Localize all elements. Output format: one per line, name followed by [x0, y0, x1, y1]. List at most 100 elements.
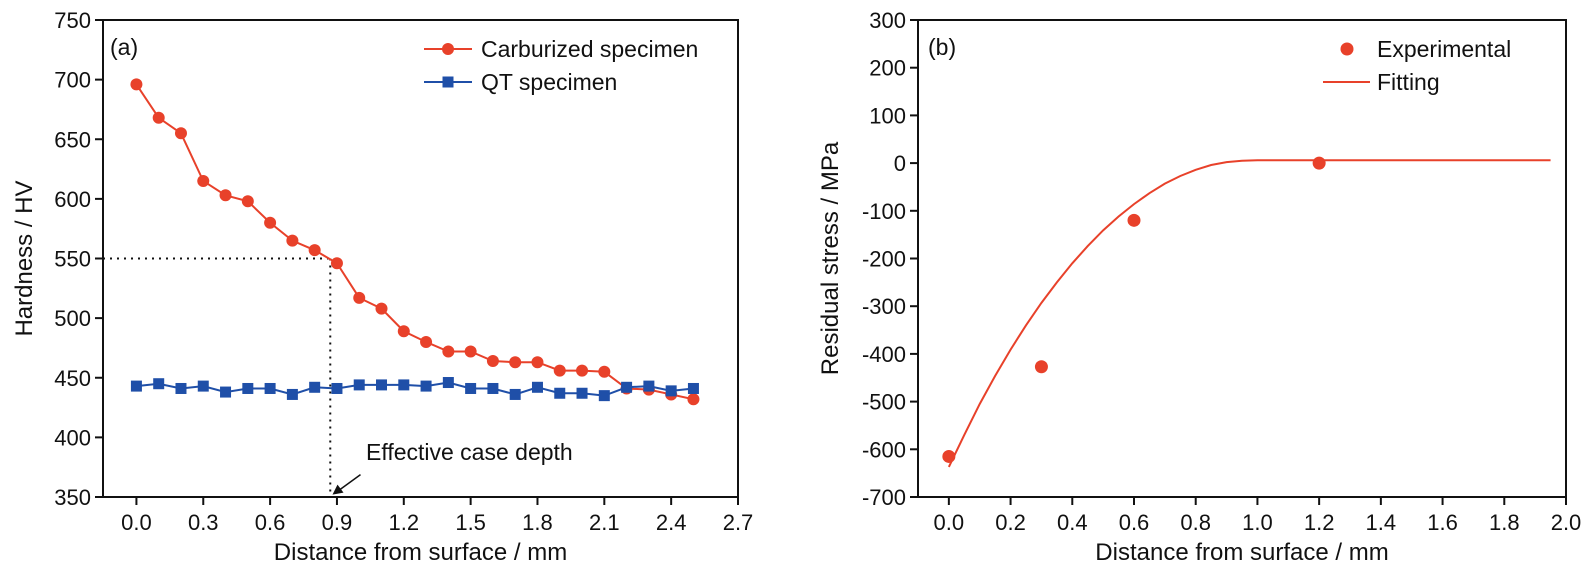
- annotation-arrow-shaft: [338, 474, 361, 492]
- data-point-qt: [264, 382, 276, 394]
- panel-a-y-tick-label: 500: [54, 306, 91, 331]
- data-point-carburized: [531, 356, 544, 369]
- data-point-qt: [220, 386, 232, 398]
- annotation-label: Effective case depth: [366, 439, 573, 465]
- fitting-curve: [947, 159, 1551, 468]
- annotation-arrow-head: [332, 484, 344, 495]
- legend-marker-experimental: [1340, 42, 1354, 56]
- panel-b-series: [942, 156, 1551, 468]
- data-point-carburized: [598, 365, 611, 378]
- panel-b-y-tick-label: -600: [862, 437, 906, 462]
- data-point-carburized: [286, 234, 299, 247]
- panel-b-y-tick-label: -400: [862, 342, 906, 367]
- panel-a-legend: Carburized specimen QT specimen: [424, 36, 698, 95]
- panel-a-x-tick-label: 1.8: [522, 510, 553, 535]
- legend-label-experimental: Experimental: [1377, 36, 1511, 62]
- data-point-carburized: [397, 325, 410, 338]
- panel-b-y-tick-label: -200: [862, 247, 906, 272]
- panel-a-plot-frame: [102, 19, 739, 498]
- data-point-carburized: [576, 364, 589, 377]
- panel-b-x-tick-label: 0.2: [995, 510, 1026, 535]
- legend-label-fitting: Fitting: [1377, 69, 1440, 95]
- data-point-carburized: [197, 174, 210, 187]
- data-point-qt: [531, 381, 543, 393]
- panel-b-axes: 0.0 0.2 0.4 0.6 0.8 1.0 1.2 1.4 1.6 1.8 2.0 -700 -60…: [862, 8, 1581, 535]
- panel-a-x-tick-label: 0.6: [255, 510, 286, 535]
- legend-marker-qt: [442, 76, 454, 88]
- data-point-carburized: [241, 195, 254, 208]
- panel-b-y-tick-label: -700: [862, 485, 906, 510]
- panel-a-x-tick-label: 0.0: [121, 510, 152, 535]
- data-point-carburized: [687, 393, 700, 406]
- panel-a-label: (a): [110, 34, 138, 60]
- data-point-qt: [576, 387, 588, 399]
- panel-b-y-tick-label: 0: [894, 151, 906, 176]
- data-point-qt: [621, 381, 633, 393]
- panel-b-x-tick-label: 0.6: [1119, 510, 1150, 535]
- panel-b-y-tick-label: -300: [862, 294, 906, 319]
- data-point-qt: [175, 382, 187, 394]
- case-depth-guide-lines: [103, 257, 332, 497]
- data-point-carburized: [420, 335, 433, 348]
- panel-b-y-axis-title: Residual stress / MPa: [817, 141, 844, 375]
- legend-marker-carburized: [442, 43, 454, 55]
- legend-label-carburized: Carburized specimen: [481, 36, 698, 62]
- data-point-experimental: [1034, 360, 1048, 374]
- data-point-qt: [420, 380, 432, 392]
- panel-b-x-tick-label: 0.8: [1180, 510, 1211, 535]
- panel-b-y-tick-label: 200: [869, 56, 906, 81]
- series-line-qt: [136, 381, 694, 397]
- panel-b-residual-stress-chart: 0.0 0.2 0.4 0.6 0.8 1.0 1.2 1.4 1.6 1.8 2.0 -700 -60…: [817, 8, 1581, 566]
- data-point-qt: [509, 388, 521, 400]
- data-point-carburized: [375, 302, 388, 315]
- data-point-experimental: [942, 449, 956, 463]
- panel-a-y-tick-label: 550: [54, 247, 91, 272]
- data-point-carburized: [353, 291, 366, 304]
- data-point-experimental: [1127, 213, 1141, 227]
- data-point-qt: [331, 382, 343, 394]
- data-point-carburized: [219, 189, 232, 202]
- panel-b-x-tick-label: 1.0: [1242, 510, 1273, 535]
- data-point-carburized: [464, 345, 477, 358]
- data-point-carburized: [264, 216, 277, 229]
- data-point-experimental: [1312, 156, 1326, 170]
- panel-a-x-tick-label: 2.7: [723, 510, 754, 535]
- data-point-qt: [376, 379, 388, 391]
- panel-b-y-tick-label: -500: [862, 390, 906, 415]
- data-point-qt: [309, 381, 321, 393]
- effective-case-depth-annotation: Effective case depth: [332, 439, 573, 495]
- data-point-carburized: [442, 345, 455, 358]
- panel-b-x-tick-label: 1.6: [1427, 510, 1458, 535]
- data-point-carburized: [509, 356, 522, 369]
- panel-b-x-tick-label: 1.2: [1304, 510, 1335, 535]
- data-point-qt: [398, 379, 410, 391]
- panel-a-y-axis-title: Hardness / HV: [11, 180, 38, 336]
- panel-b-x-tick-label: 0.4: [1057, 510, 1088, 535]
- data-point-carburized: [330, 257, 343, 270]
- panel-b-x-tick-label: 1.8: [1489, 510, 1520, 535]
- data-point-carburized: [152, 111, 165, 124]
- panel-a-y-tick-label: 700: [54, 68, 91, 93]
- legend-label-qt: QT specimen: [481, 69, 617, 95]
- series-line-carburized: [135, 83, 694, 401]
- data-point-qt: [465, 382, 477, 394]
- panel-a-y-tick-label: 400: [54, 425, 91, 450]
- data-point-qt: [643, 380, 655, 392]
- data-point-qt: [197, 380, 209, 392]
- panel-a-x-tick-label: 1.2: [388, 510, 419, 535]
- panel-a-x-tick-label: 1.5: [455, 510, 486, 535]
- panel-a-y-tick-label: 350: [54, 485, 91, 510]
- panel-b-x-axis-title: Distance from surface / mm: [1095, 539, 1388, 566]
- panel-a-x-tick-label: 0.3: [188, 510, 219, 535]
- panel-b-y-tick-label: 300: [869, 8, 906, 33]
- panel-b-legend: Experimental Fitting: [1323, 36, 1511, 95]
- data-point-qt: [130, 380, 142, 392]
- panel-a-x-tick-label: 0.9: [322, 510, 353, 535]
- data-point-carburized: [553, 364, 566, 377]
- panel-b-plot-frame: [917, 19, 1567, 498]
- panel-a-x-axis-title: Distance from surface / mm: [274, 539, 567, 566]
- data-point-qt: [598, 390, 610, 402]
- data-point-qt: [286, 388, 298, 400]
- data-point-qt: [242, 382, 254, 394]
